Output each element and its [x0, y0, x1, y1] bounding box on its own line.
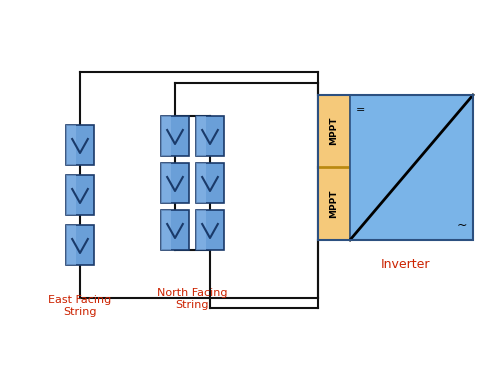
Bar — [318, 168, 350, 240]
Bar — [196, 163, 206, 203]
Bar — [66, 175, 94, 215]
Bar — [66, 175, 76, 215]
Text: =: = — [356, 105, 366, 115]
Text: North Facing
String: North Facing String — [157, 288, 228, 310]
Bar — [161, 163, 189, 203]
Text: MPPT: MPPT — [330, 190, 338, 218]
Bar — [196, 210, 206, 250]
Bar — [66, 225, 76, 265]
Bar — [196, 210, 224, 250]
Bar — [66, 225, 94, 265]
Text: MPPT: MPPT — [330, 117, 338, 145]
Bar — [196, 163, 224, 203]
Text: Inverter: Inverter — [381, 258, 430, 271]
Bar — [318, 95, 473, 240]
Bar — [196, 116, 224, 156]
Text: East Facing
String: East Facing String — [48, 295, 112, 316]
Bar — [161, 116, 189, 156]
Text: ~: ~ — [456, 219, 467, 232]
Bar — [350, 95, 473, 240]
Bar — [318, 95, 350, 167]
Bar — [161, 210, 189, 250]
Bar — [66, 125, 76, 165]
Bar — [66, 125, 94, 165]
Bar — [196, 116, 206, 156]
Bar — [161, 163, 171, 203]
Bar — [161, 116, 171, 156]
Bar — [161, 210, 171, 250]
